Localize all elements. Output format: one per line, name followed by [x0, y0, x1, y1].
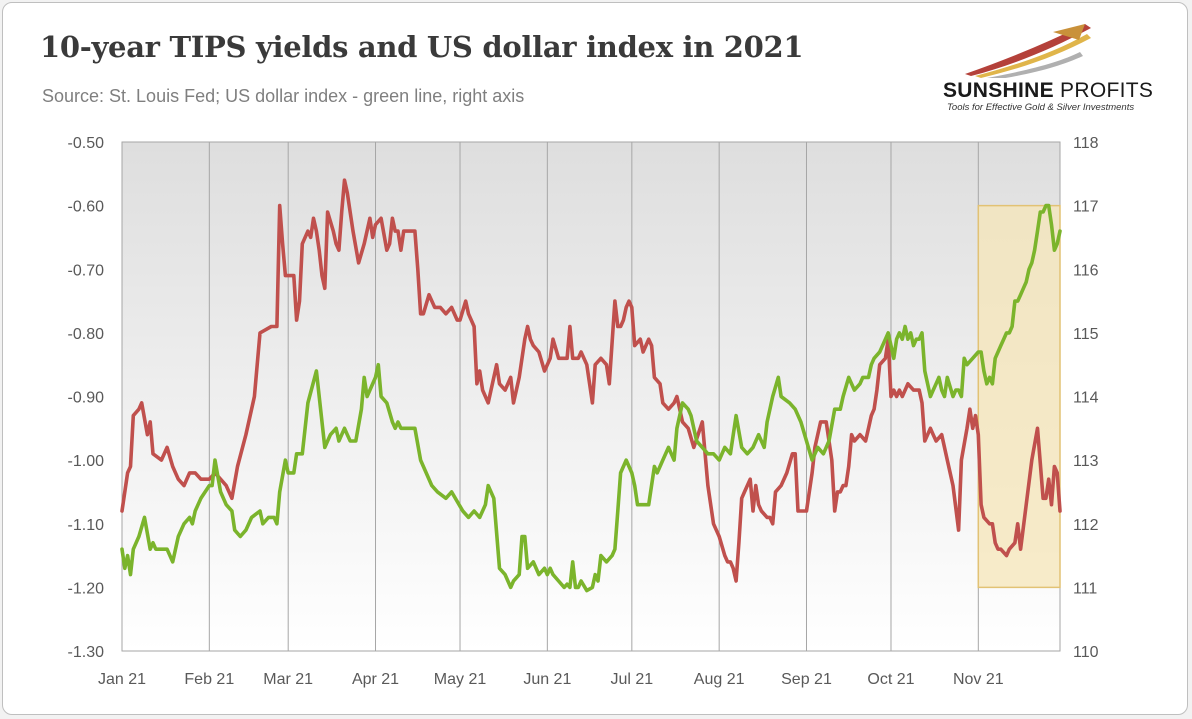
x-tick-label: Sep 21	[781, 671, 832, 688]
x-tick-label: Apr 21	[352, 671, 399, 688]
y-right-tick-label: 112	[1073, 517, 1099, 534]
y-right-tick-label: 116	[1073, 262, 1099, 279]
y-right-tick-label: 110	[1073, 644, 1099, 661]
series-lines	[120, 178, 1062, 593]
y-left-tick-label: -1.00	[68, 453, 105, 470]
y-right-tick-label: 115	[1073, 326, 1099, 343]
logo-name: SUNSHINE PROFITS	[943, 79, 1154, 102]
x-tick-label: Oct 21	[867, 671, 914, 688]
y-axis-left: -0.50 -0.60 -0.70 -0.80 -0.90 -1.00 -1.10 -1.20…	[68, 135, 105, 661]
x-tick-label: Feb 21	[184, 671, 234, 688]
chart-subtitle: Source: St. Louis Fed; US dollar index -…	[42, 86, 525, 106]
y-left-tick-label: -1.20	[68, 580, 105, 597]
y-right-tick-label: 111	[1073, 580, 1097, 597]
x-tick-label: May 21	[434, 671, 487, 688]
tips-yield-line	[120, 178, 1062, 583]
logo-tagline: Tools for Effective Gold & Silver Invest…	[947, 102, 1135, 113]
y-right-tick-label: 117	[1073, 199, 1099, 216]
chart-title: 10-year TIPS yields and US dollar index …	[40, 30, 804, 64]
y-left-tick-label: -0.90	[68, 390, 105, 407]
y-right-tick-label: 113	[1073, 453, 1099, 470]
y-right-tick-label: 114	[1073, 390, 1099, 407]
y-left-tick-label: -0.60	[68, 199, 105, 216]
x-tick-label: Jun 21	[523, 671, 571, 688]
x-tick-label: Mar 21	[263, 671, 313, 688]
y-left-tick-label: -1.30	[68, 644, 105, 661]
usd-index-line	[120, 203, 1062, 593]
x-axis: Jan 21 Feb 21 Mar 21 Apr 21 May 21 Jun 21 Jul …	[98, 671, 1004, 688]
x-tick-label: Jul 21	[610, 671, 653, 688]
y-right-tick-label: 118	[1073, 135, 1099, 152]
y-left-tick-label: -0.50	[68, 135, 105, 152]
x-tick-label: Nov 21	[953, 671, 1004, 688]
y-left-tick-label: -0.70	[68, 262, 105, 279]
x-tick-label: Aug 21	[694, 671, 745, 688]
y-left-tick-label: -0.80	[68, 326, 105, 343]
x-tick-label: Jan 21	[98, 671, 146, 688]
sunshine-profits-logo: SUNSHINE PROFITS Tools for Effective Gol…	[935, 18, 1175, 118]
y-axis-right: 118 117 116 115 114 113 112 111 110	[1073, 135, 1099, 661]
logo-swoosh-icon	[965, 24, 1091, 78]
y-left-tick-label: -1.10	[68, 517, 105, 534]
